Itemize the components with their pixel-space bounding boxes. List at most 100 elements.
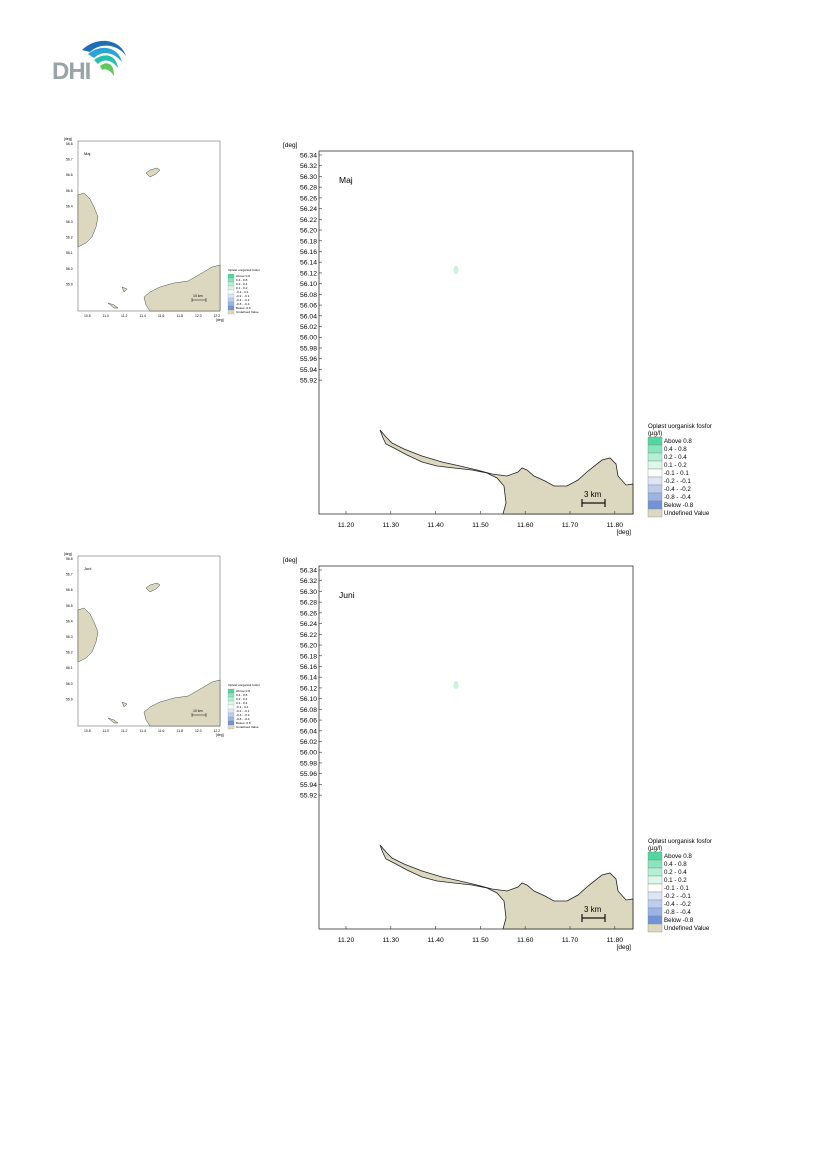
lat-tick-label: 55.94 <box>300 782 317 789</box>
small-scale-label: 10 km <box>193 709 203 713</box>
legend-item-label: 0.4 - 0.8 <box>664 861 687 868</box>
small-lon-tick-label: 12.0 <box>195 314 202 318</box>
lon-tick-label: 11.40 <box>427 937 444 944</box>
legend-swatch <box>647 444 663 454</box>
legend-item-label: -0.2 - -0.1 <box>664 478 691 485</box>
legend-item-label: 0.1 - 0.2 <box>664 462 687 469</box>
small-scale-bar <box>191 298 207 302</box>
small-legend-label: Above 0.8 <box>236 274 250 278</box>
lat-tick-label: 56.20 <box>300 228 317 235</box>
small-lat-tick-label: 56.8 <box>66 557 73 561</box>
small-scale-label: 10 km <box>193 294 203 298</box>
small-legend-label: 0.2 - 0.4 <box>236 282 248 286</box>
small-lon-tick-label: 11.2 <box>121 729 127 733</box>
lat-tick-label: 56.28 <box>300 185 317 192</box>
small-legend-swatch <box>227 720 235 726</box>
lon-tick-label: 11.20 <box>338 522 355 529</box>
small-lon-tick-label: 12.0 <box>195 729 202 733</box>
small-legend-swatch <box>227 273 235 279</box>
small-land-island <box>145 582 161 593</box>
small-legend-swatch <box>227 297 235 303</box>
small-lat-tick-label: 56.1 <box>66 251 73 255</box>
small-legend-label: -0.2 - -0.1 <box>236 294 250 298</box>
small-lat-tick-label: 56.5 <box>66 189 73 193</box>
small-lon-tick-label: 11.6 <box>158 314 164 318</box>
small-legend-swatch <box>227 301 235 307</box>
small-islet <box>107 717 119 724</box>
lat-tick-label: 56.14 <box>300 260 317 267</box>
small-legend-swatch <box>227 708 235 714</box>
lon-tick-label: 11.80 <box>607 522 624 529</box>
lat-unit-label: [deg] <box>283 142 298 149</box>
detail-map-juni: [deg] 3 km Juni 56.34 56.32 56.30 56.28 56.26 56… <box>282 553 722 955</box>
legend-swatch <box>647 891 663 901</box>
map-frame <box>318 150 634 515</box>
legend-item-label: Below -0.8 <box>664 502 694 509</box>
lat-tick-label: 56.18 <box>300 238 317 245</box>
legend-swatch <box>647 867 663 877</box>
small-legend-label: Below -0.8 <box>236 721 251 725</box>
small-islet <box>121 286 128 293</box>
small-legend-label: -0.1 - 0.1 <box>236 290 249 294</box>
lon-tick-label: 11.30 <box>383 522 400 529</box>
small-legend-label: -0.4 - -0.2 <box>236 298 250 302</box>
small-legend-swatch <box>227 700 235 706</box>
lat-tick-label: 55.98 <box>300 760 317 767</box>
small-lat-tick-label: 56.6 <box>66 588 73 592</box>
lon-tick-label: 11.60 <box>517 937 534 944</box>
small-legend-swatch <box>227 305 235 311</box>
small-lon-tick-label: 11.4 <box>140 314 146 318</box>
legend-item-label: Above 0.8 <box>664 853 692 860</box>
small-lat-tick-label: 56.8 <box>66 142 73 146</box>
lat-tick-label: 55.96 <box>300 356 317 363</box>
overview-map-juni: [deg] Juni 10 km 56.8 56.7 56.6 56.5 56.4 56.3 56… <box>64 552 272 738</box>
small-lat-tick-label: 56.0 <box>66 682 73 686</box>
small-legend-label: 0.4 - 0.8 <box>236 693 248 697</box>
lat-tick-label: 56.30 <box>300 174 317 181</box>
lat-tick-label: 56.10 <box>300 696 317 703</box>
lat-tick-label: 56.06 <box>300 718 317 725</box>
small-lat-tick-label: 55.9 <box>66 697 73 701</box>
legend-title: Opløst uorganisk fosfor <box>648 838 712 845</box>
scale-bar <box>581 914 606 922</box>
small-land-southeast <box>143 679 221 727</box>
legend-unit: (µg/l) <box>648 845 662 852</box>
small-lat-tick-label: 56.2 <box>66 651 73 655</box>
small-legend-label: -0.8 - -0.4 <box>236 302 250 306</box>
lat-tick-label: 56.10 <box>300 281 317 288</box>
legend-unit: (µg/l) <box>648 430 662 437</box>
scale-bar-label: 3 km <box>584 905 602 914</box>
lat-tick-label: 56.04 <box>300 728 317 735</box>
small-legend-label: Undefined Value <box>236 725 259 729</box>
small-lat-tick-label: 55.9 <box>66 282 73 286</box>
legend-swatch <box>647 460 663 470</box>
legend-item-label: -0.1 - 0.1 <box>664 470 689 477</box>
small-legend-swatch <box>227 704 235 710</box>
small-legend-label: 0.1 - 0.2 <box>236 286 248 290</box>
lat-tick-label: 56.08 <box>300 292 317 299</box>
month-label: Maj <box>339 175 353 185</box>
lon-tick-label: 11.30 <box>383 937 400 944</box>
small-land-island <box>145 167 161 178</box>
small-land-west <box>77 607 99 663</box>
small-islet <box>107 302 119 309</box>
small-legend-swatch <box>227 688 235 694</box>
small-lon-tick-label: 11.0 <box>103 314 109 318</box>
concentration-patch <box>453 266 459 274</box>
small-islet <box>121 701 128 708</box>
small-lon-tick-label: 11.2 <box>121 314 127 318</box>
small-legend-swatch <box>227 712 235 718</box>
small-month-label: Maj <box>84 151 91 156</box>
legend-item-label: -0.8 - -0.4 <box>664 494 691 501</box>
lon-tick-label: 11.80 <box>607 937 624 944</box>
small-lat-tick-label: 56.7 <box>66 573 73 577</box>
small-legend-label: -0.4 - -0.2 <box>236 713 250 717</box>
small-month-label: Juni <box>84 566 91 571</box>
lat-tick-label: 56.26 <box>300 195 317 202</box>
small-legend-swatch <box>227 309 235 315</box>
coastline-land <box>379 844 634 930</box>
small-lon-tick-label: 11.8 <box>177 314 183 318</box>
lat-tick-label: 56.34 <box>300 153 317 160</box>
dhi-wave-icon <box>82 40 126 76</box>
lat-unit-label: [deg] <box>283 557 298 564</box>
